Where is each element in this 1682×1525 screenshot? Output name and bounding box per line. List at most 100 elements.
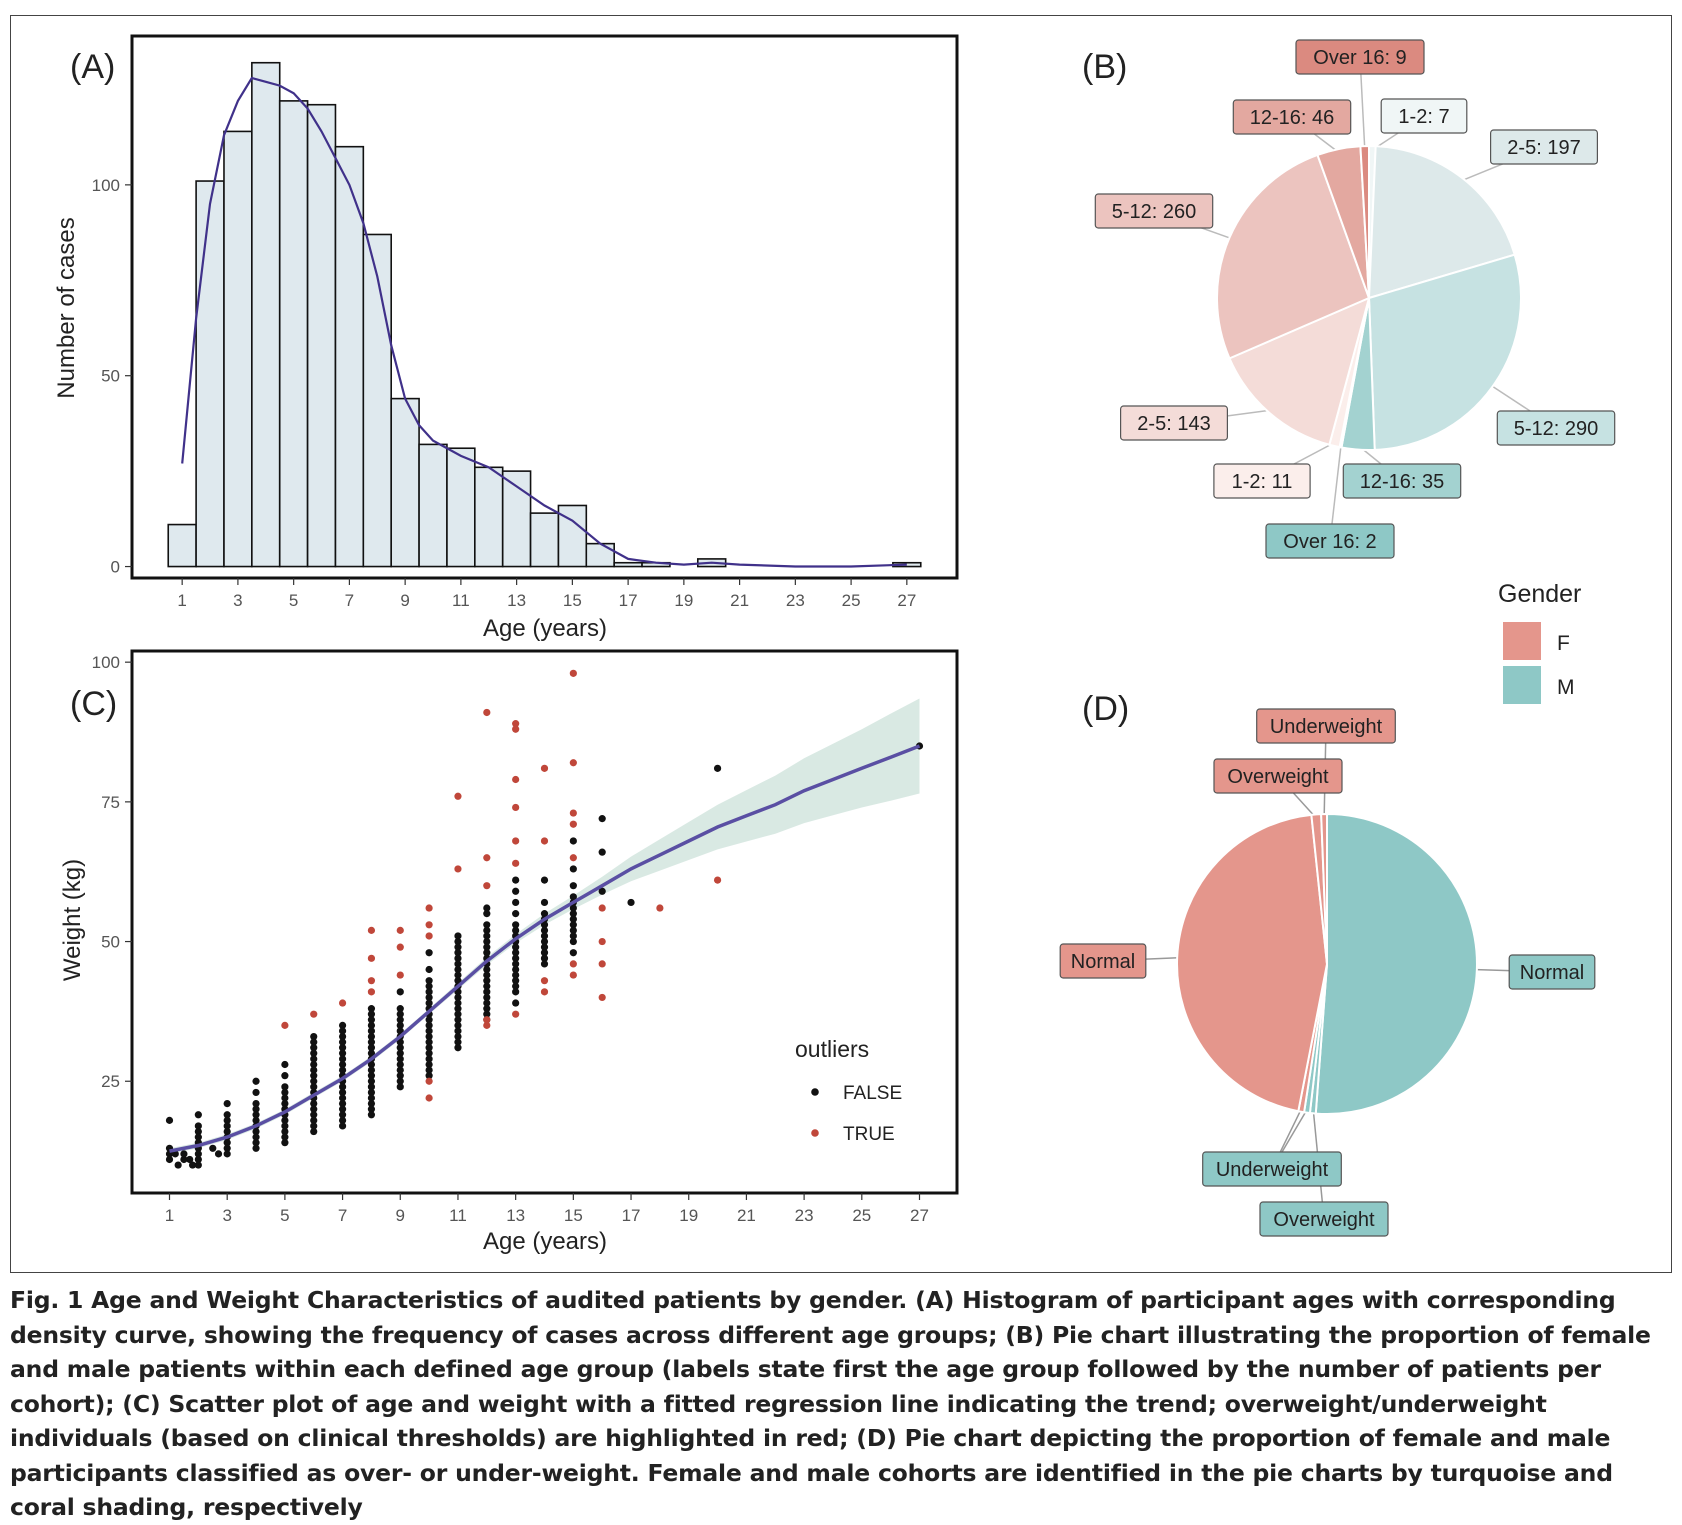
scatter-point [598, 848, 606, 856]
slice-label-box [1489, 129, 1598, 165]
scatter-point [281, 1088, 289, 1097]
outliers-legend-title: outliers [795, 1036, 869, 1062]
scatter-point-outlier [569, 854, 577, 862]
scatter-point [540, 960, 549, 968]
scatter-point [483, 937, 491, 946]
scatter-point-outlier [598, 937, 606, 946]
histogram-x-axis-title: Age (years) [483, 615, 607, 642]
x-tick-label: 9 [396, 1206, 405, 1225]
scatter-point [310, 1060, 318, 1069]
x-tick-label: 23 [795, 1206, 814, 1225]
scatter-point [425, 1016, 433, 1024]
scatter-point [396, 1010, 404, 1018]
slice-label: Overweight [1227, 766, 1329, 788]
slice-label-box [1059, 943, 1147, 979]
gender-legend: Gender F M [1498, 580, 1581, 704]
scatter-point-outlier [483, 1021, 491, 1029]
scatter-x-axis-title: Age (years) [483, 1228, 607, 1255]
scatter-point [598, 887, 606, 895]
scatter-point-outlier [425, 1094, 433, 1102]
scatter-point [540, 926, 549, 934]
figure-charts: (A) (B) (C) (D) 1 3 5 7 9 11 13 15 17 19 21 23 25 27 … [53, 34, 1616, 1255]
scatter-point [569, 910, 577, 918]
scatter-point [223, 1111, 231, 1119]
scatter-frame [130, 649, 959, 1195]
scatter-point-outlier [396, 943, 404, 951]
scatter-point [483, 921, 491, 929]
histogram-bar [251, 61, 281, 568]
scatter-point [512, 999, 520, 1007]
confidence-ribbon [169, 698, 920, 1154]
slice-label-box [1259, 1201, 1389, 1237]
scatter-point [252, 1133, 260, 1141]
scatter-point [367, 1072, 376, 1080]
x-tick-label: 11 [452, 591, 470, 610]
scatter-point [367, 1105, 376, 1113]
scatter-point [252, 1088, 260, 1097]
scatter-point-outlier [656, 904, 664, 912]
x-tick-label: 13 [507, 591, 526, 610]
scatter-point [252, 1111, 260, 1119]
x-tick-label: 5 [280, 1206, 289, 1225]
scatter-point [512, 887, 520, 895]
scatter-point [540, 921, 549, 929]
slice-label-box [1342, 463, 1462, 499]
scatter-point [338, 1049, 347, 1057]
legend-label-false: FALSE [843, 1083, 902, 1104]
legend-label-female: F [1557, 632, 1570, 655]
slice-label-box [1202, 1151, 1342, 1187]
scatter-point [454, 993, 462, 1002]
scatter-point [310, 1055, 318, 1063]
panel-label-b: (B) [1082, 48, 1127, 86]
scatter-point-outlier [569, 971, 577, 979]
scatter-point [367, 1077, 376, 1085]
scatter-point [194, 1122, 202, 1130]
x-tick-label: 19 [679, 1206, 698, 1225]
scatter-point [223, 1122, 231, 1130]
slice-label: Underweight [1216, 1159, 1329, 1181]
scatter-point [540, 910, 549, 918]
scatter-point [174, 1161, 182, 1169]
scatter-point [512, 965, 520, 974]
x-tick-label: 19 [674, 591, 693, 610]
scatter-point [483, 943, 491, 951]
scatter-point-outlier [569, 960, 577, 968]
outliers-legend: outliers FALSE TRUE [795, 1036, 902, 1145]
slice-label: Over 16: 9 [1313, 47, 1406, 69]
scatter-point [281, 1116, 289, 1124]
scatter-point-outlier [454, 792, 462, 800]
scatter-point [569, 921, 577, 929]
scatter-point [310, 1116, 318, 1124]
slice-label-box [1213, 758, 1343, 794]
scatter-point [454, 971, 462, 979]
scatter-point-outlier [338, 999, 347, 1007]
panel-label-a: (A) [70, 48, 115, 86]
slice-label: 5-12: 260 [1112, 201, 1197, 223]
x-tick-label: 5 [289, 591, 298, 610]
panel-label-c: (C) [70, 685, 117, 723]
scatter-point-outlier [367, 954, 376, 962]
scatter-point [425, 965, 433, 974]
scatter-point [310, 1111, 318, 1119]
scatter-point [540, 954, 549, 962]
scatter-point [396, 1077, 404, 1085]
scatter-point [338, 1099, 347, 1108]
slice-label: Over 16: 2 [1283, 531, 1376, 553]
x-tick-label: 11 [449, 1206, 467, 1225]
scatter-point [367, 1066, 376, 1074]
scatter-point [569, 865, 577, 873]
scatter-point [454, 1016, 462, 1024]
x-tick-label: 21 [737, 1206, 756, 1225]
scatter-point [512, 921, 520, 929]
scatter-point-outlier [512, 837, 520, 845]
x-tick-label: 15 [564, 1206, 583, 1225]
scatter-point [598, 815, 606, 823]
histogram-bar [390, 397, 420, 568]
scatter-point [425, 1072, 433, 1080]
scatter-point [338, 1066, 347, 1074]
scatter-point [367, 1032, 376, 1041]
scatter-point [281, 1122, 289, 1130]
caption-lead: Fig. 1 [10, 1286, 84, 1314]
scatter-point-outlier [569, 809, 577, 817]
scatter-point [310, 1122, 318, 1130]
